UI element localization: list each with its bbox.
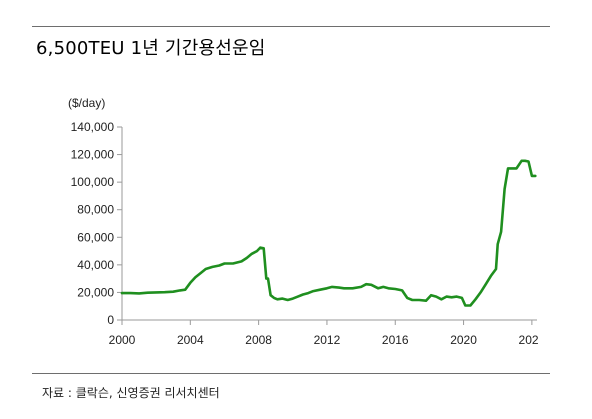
y-tick-label: 80,000 — [77, 203, 114, 217]
chart-title: 6,500TEU 1년 기간용선운임 — [36, 38, 266, 59]
x-tick-label: 2004 — [177, 333, 204, 347]
x-label-clip-mask — [538, 328, 558, 348]
source-rule — [32, 373, 550, 374]
y-tick-label: 0 — [107, 313, 114, 327]
title-rule — [32, 26, 550, 27]
x-tick-label: 2008 — [245, 333, 272, 347]
y-tick-label: 140,000 — [71, 120, 115, 134]
y-axis: 0 20,000 40,000 60,000 80,000 100,000 120,000 1… — [71, 120, 123, 327]
x-axis: 2000 2004 2008 2012 2016 2020 2024 — [109, 319, 558, 348]
y-tick-label: 40,000 — [77, 258, 114, 272]
x-tick-label: 2016 — [382, 333, 409, 347]
plot-area — [120, 159, 537, 307]
x-tick-label: 2020 — [450, 333, 477, 347]
x-tick-label: 2000 — [109, 333, 136, 347]
series-line — [120, 159, 537, 307]
y-tick-label: 60,000 — [77, 230, 114, 244]
y-tick-label: 120,000 — [71, 148, 115, 162]
y-tick-label: 20,000 — [77, 285, 114, 299]
source-note: 자료 : 클락슨, 신영증권 리서치센터 — [42, 386, 220, 400]
y-tick-label: 100,000 — [71, 175, 115, 189]
x-tick-label: 2012 — [314, 333, 341, 347]
y-axis-unit-label: ($/day) — [68, 96, 105, 110]
